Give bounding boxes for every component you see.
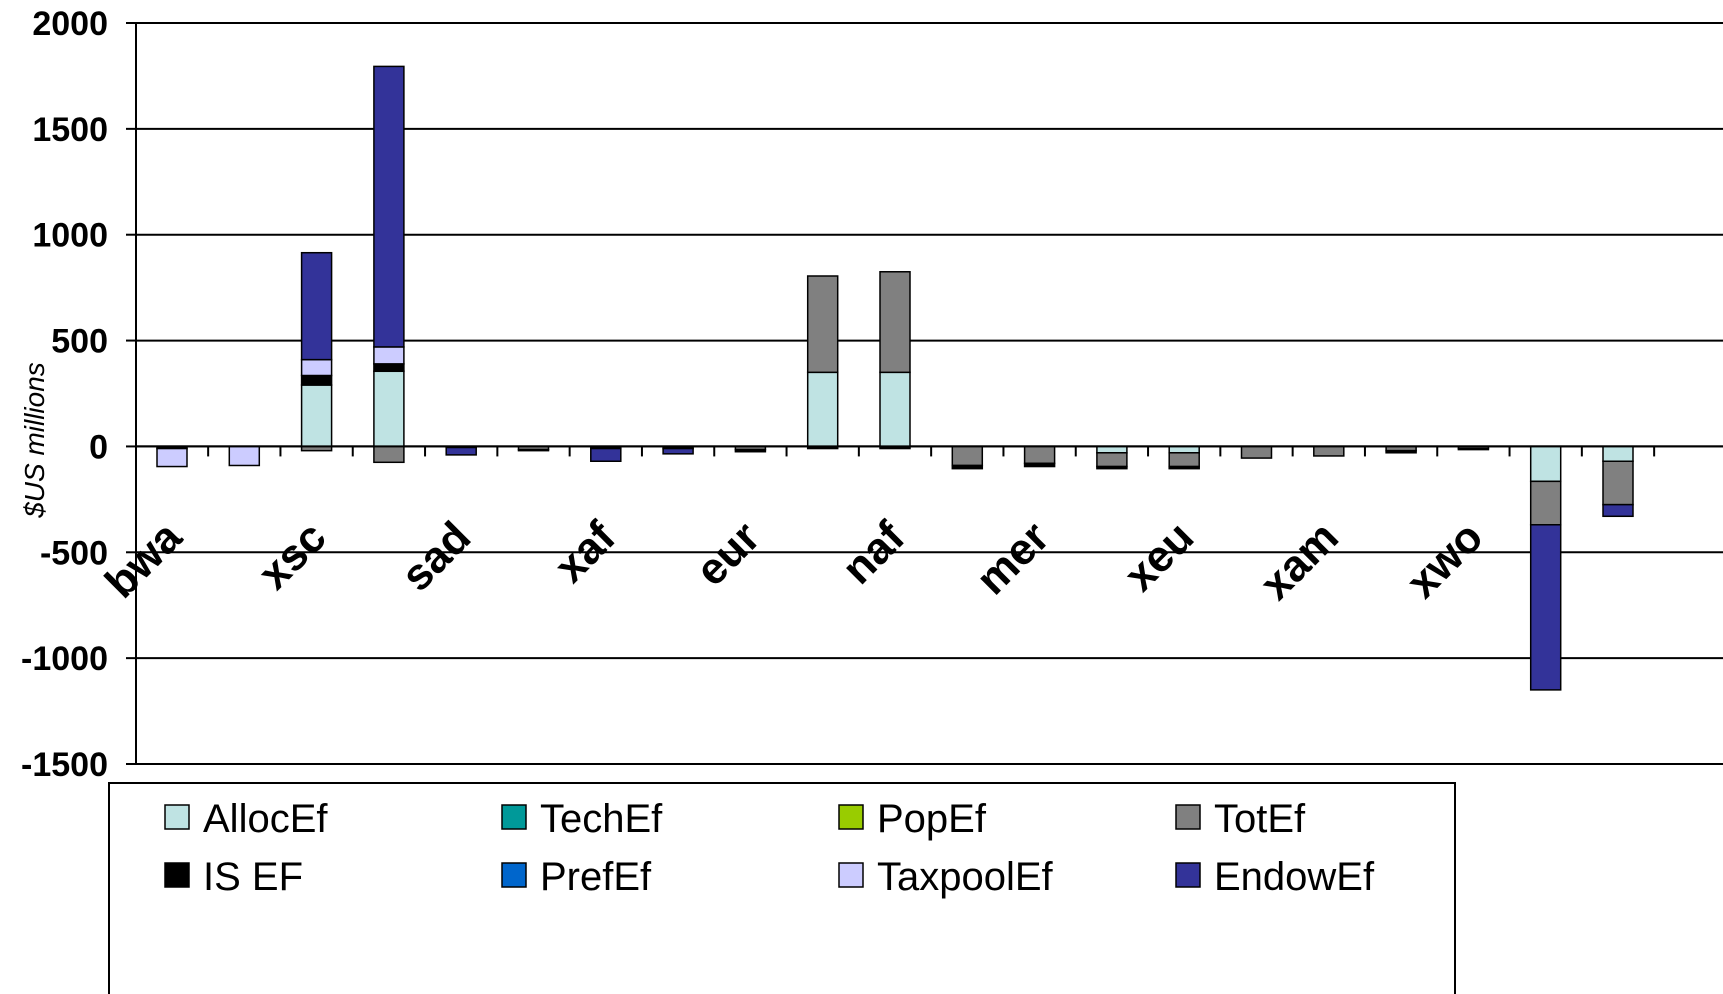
bar-segment-allocef [300, 384, 333, 448]
bar-segment-totef [1023, 445, 1056, 465]
bar-segment-allocef [373, 370, 405, 448]
legend-label: AllocEf [203, 797, 328, 841]
bar-segment-endowef [373, 65, 405, 348]
bar-segment-is-ef [1096, 465, 1128, 470]
axes [126, 22, 1723, 765]
category-label: bwa [96, 512, 192, 608]
y-tick-label: 2000 [32, 5, 108, 43]
bar-segment-is-ef [373, 363, 405, 373]
bar-segment-allocef [806, 371, 839, 448]
legend-label: PopEf [877, 797, 987, 841]
bar-segment-taxpoolef [300, 358, 333, 377]
legend-label: TaxpoolEf [877, 855, 1054, 899]
legend-swatch [838, 862, 864, 888]
legend-swatch [501, 804, 527, 830]
category-label: xeu [1115, 512, 1203, 600]
bar-segment-endowef [1529, 524, 1562, 691]
legend-swatch [1175, 862, 1201, 888]
bar-segment-is-ef [1168, 465, 1200, 470]
legend-swatch [501, 862, 527, 888]
bar-segment-endowef [1602, 503, 1634, 518]
bar-segment-allocef [1602, 445, 1634, 462]
category-label: xsc [249, 512, 336, 599]
y-axis-title: $US millions [19, 362, 50, 519]
bar-segment-is-ef [734, 448, 767, 453]
bar-segment-taxpoolef [373, 346, 405, 365]
bar-segment-totef [806, 275, 839, 374]
bar-segment-is-ef [1023, 462, 1056, 468]
legend-swatch [838, 804, 864, 830]
bar-segment-allocef [879, 371, 911, 448]
y-tick-labels: 2000 1500 1000 500 0 -500 -1000 -1500 [21, 5, 108, 784]
category-label: mer [967, 512, 1059, 604]
legend-label: PrefEf [540, 855, 652, 899]
bar-segment-is-ef [1457, 447, 1490, 451]
category-labels: bwa xsc sad xaf eur naf mer xeu xam xwo [96, 512, 1493, 609]
legend-box [108, 782, 1456, 994]
bar-segment-endowef [662, 447, 694, 455]
category-label: xaf [545, 512, 625, 592]
bars [156, 65, 1634, 691]
category-label: eur [686, 512, 769, 595]
y-tick-label: -1000 [21, 640, 108, 678]
y-tick-label: 0 [89, 428, 108, 466]
bar-segment-totef [1529, 480, 1562, 526]
bar-segment-taxpoolef [228, 445, 261, 467]
bar-segment-is-ef [517, 448, 550, 452]
y-tick-label: -500 [40, 534, 108, 572]
bar-segment-totef [1096, 452, 1128, 468]
bar-segment-is-ef [1385, 449, 1417, 454]
legend-label: IS EF [203, 855, 303, 899]
y-tick-label: 1500 [32, 111, 108, 149]
legend-swatch [1175, 804, 1201, 830]
bar-segment-endowef [590, 447, 622, 462]
bar-segment-totef [373, 445, 405, 464]
bar-segment-endowef [445, 446, 477, 456]
y-tick-label: 1000 [32, 217, 108, 255]
legend: AllocEf TechEf PopEf TotEf IS EF PrefEf Taxpoo… [108, 782, 1456, 994]
category-label: xwo [1397, 512, 1492, 607]
bar-segment-endowef [300, 251, 333, 361]
legend-swatch [164, 862, 190, 888]
category-label: naf [833, 512, 915, 594]
legend-label: TotEf [1214, 797, 1306, 841]
bar-segment-totef [951, 445, 984, 467]
legend-label: TechEf [540, 797, 663, 841]
bar-segment-taxpoolef [156, 447, 188, 468]
bar-segment-totef [1602, 460, 1634, 506]
legend-label: EndowEf [1214, 855, 1375, 899]
bar-segment-allocef [1529, 445, 1562, 483]
y-tick-label: -1500 [21, 746, 108, 784]
y-tick-label: 500 [51, 323, 108, 361]
legend-swatch [164, 804, 190, 830]
bar-segment-totef [879, 271, 911, 374]
bar-segment-totef [1168, 452, 1200, 468]
bar-segment-is-ef [300, 374, 333, 386]
category-label: sad [392, 512, 480, 600]
bar-segment-totef [1240, 445, 1273, 459]
bar-segment-totef [1313, 445, 1345, 457]
bar-segment-is-ef [951, 464, 984, 470]
category-label: xam [1251, 512, 1348, 609]
